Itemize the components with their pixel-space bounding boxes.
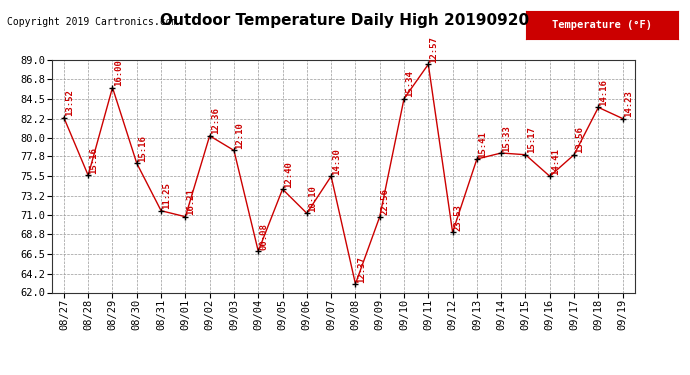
Text: 13:52: 13:52 xyxy=(65,90,74,116)
Text: 14:41: 14:41 xyxy=(551,148,560,175)
Text: 23:53: 23:53 xyxy=(454,204,463,231)
Text: 15:16: 15:16 xyxy=(90,147,99,174)
Text: 12:40: 12:40 xyxy=(284,161,293,188)
Text: 16:21: 16:21 xyxy=(186,189,195,215)
Text: 12:37: 12:37 xyxy=(357,256,366,283)
Text: 14:16: 14:16 xyxy=(600,79,609,106)
Text: 12:36: 12:36 xyxy=(211,108,220,135)
Text: Outdoor Temperature Daily High 20190920: Outdoor Temperature Daily High 20190920 xyxy=(161,13,529,28)
Text: 12:57: 12:57 xyxy=(429,36,439,63)
Text: 10:10: 10:10 xyxy=(308,185,317,212)
Text: 12:10: 12:10 xyxy=(235,122,244,149)
Text: 00:08: 00:08 xyxy=(259,223,268,250)
Text: 11:25: 11:25 xyxy=(162,183,171,209)
Text: 15:33: 15:33 xyxy=(502,125,511,152)
Text: Temperature (°F): Temperature (°F) xyxy=(552,20,651,30)
Text: Copyright 2019 Cartronics.com: Copyright 2019 Cartronics.com xyxy=(7,17,177,27)
Text: 15:41: 15:41 xyxy=(478,131,487,158)
Text: 15:34: 15:34 xyxy=(405,70,414,98)
Text: 14:30: 14:30 xyxy=(333,148,342,175)
Text: 15:17: 15:17 xyxy=(526,126,535,153)
Text: 14:23: 14:23 xyxy=(624,90,633,117)
Text: 16:00: 16:00 xyxy=(114,59,123,86)
Text: 15:16: 15:16 xyxy=(138,135,147,162)
Text: 22:56: 22:56 xyxy=(381,189,390,215)
Text: 13:56: 13:56 xyxy=(575,126,584,153)
